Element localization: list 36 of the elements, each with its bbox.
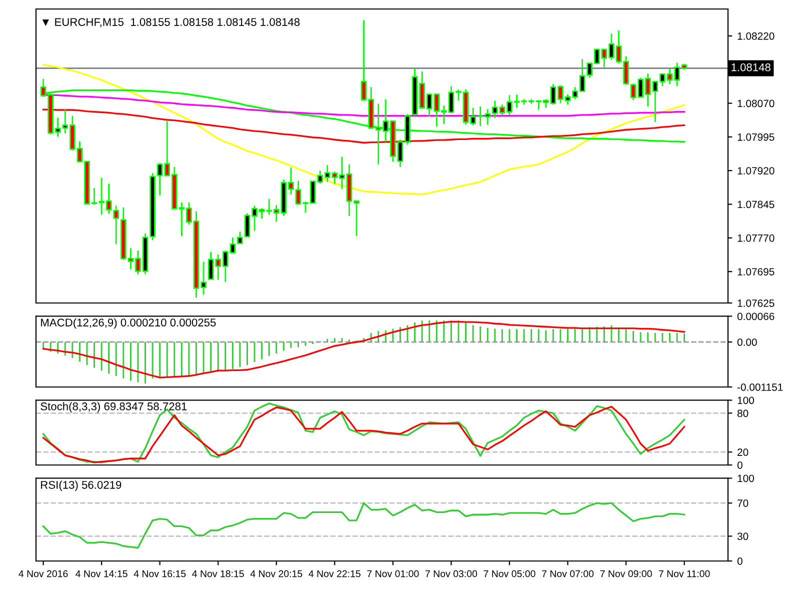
x-tick-label: 7 Nov 11:00: [658, 570, 710, 578]
x-tick-label: 4 Nov 16:15: [134, 570, 186, 578]
y-tick-label: 80: [737, 410, 748, 418]
y-tick-label: 1.07845: [738, 200, 774, 208]
chart-title: RSI(13) 56.0219: [41, 480, 122, 492]
y-tick-label: 0: [737, 462, 742, 469]
y-tick-label: 20: [738, 448, 748, 456]
x-tick-label: 4 Nov 22:15: [308, 570, 360, 578]
x-tick-label: 7 Nov 07:00: [542, 570, 594, 578]
y-tick-label: 0: [737, 558, 742, 565]
y-tick-label: 0.00: [737, 338, 757, 346]
chart-title: MACD(12,26,9) 0.000210 0.000255: [41, 318, 216, 329]
x-tick-label: 7 Nov 05:00: [484, 570, 536, 578]
y-tick-label: -0.001151: [737, 384, 783, 391]
x-tick-label: 4 Nov 18:15: [192, 570, 244, 578]
y-tick-label: 100: [738, 474, 754, 482]
ref-line-label: 1.08148: [732, 63, 770, 72]
y-tick-label: 0.00066: [737, 312, 774, 320]
x-tick-label: 7 Nov 01:00: [367, 570, 419, 578]
x-tick-label: 4 Nov 14:15: [76, 570, 128, 578]
y-tick-label: 1.08220: [738, 32, 774, 40]
x-tick-label: 7 Nov 03:00: [425, 570, 478, 578]
y-tick-label: 70: [738, 500, 748, 507]
x-tick-label: 7 Nov 09:00: [600, 570, 652, 578]
text: ▼ EURCHF,M15 1.08155 1.08158 1.08145 1.08148: [42, 18, 300, 28]
y-tick-label: 100: [738, 396, 754, 404]
y-tick-label: 1.07770: [738, 234, 774, 242]
y-tick-label: 1.07995: [738, 133, 774, 141]
y-tick-label: 1.07695: [738, 268, 774, 276]
y-tick-label: 1.08070: [738, 100, 774, 108]
y-tick-label: 1.07920: [738, 167, 774, 174]
y-tick-label: 1.07625: [738, 300, 774, 307]
x-tick-label: 4 Nov 20:15: [250, 570, 302, 578]
y-tick-label: 30: [737, 532, 748, 540]
x-tick-label: 4 Nov 2016: [18, 570, 68, 578]
chart-title: Stoch(8,3,3) 69.8347 58.7281: [40, 402, 187, 412]
